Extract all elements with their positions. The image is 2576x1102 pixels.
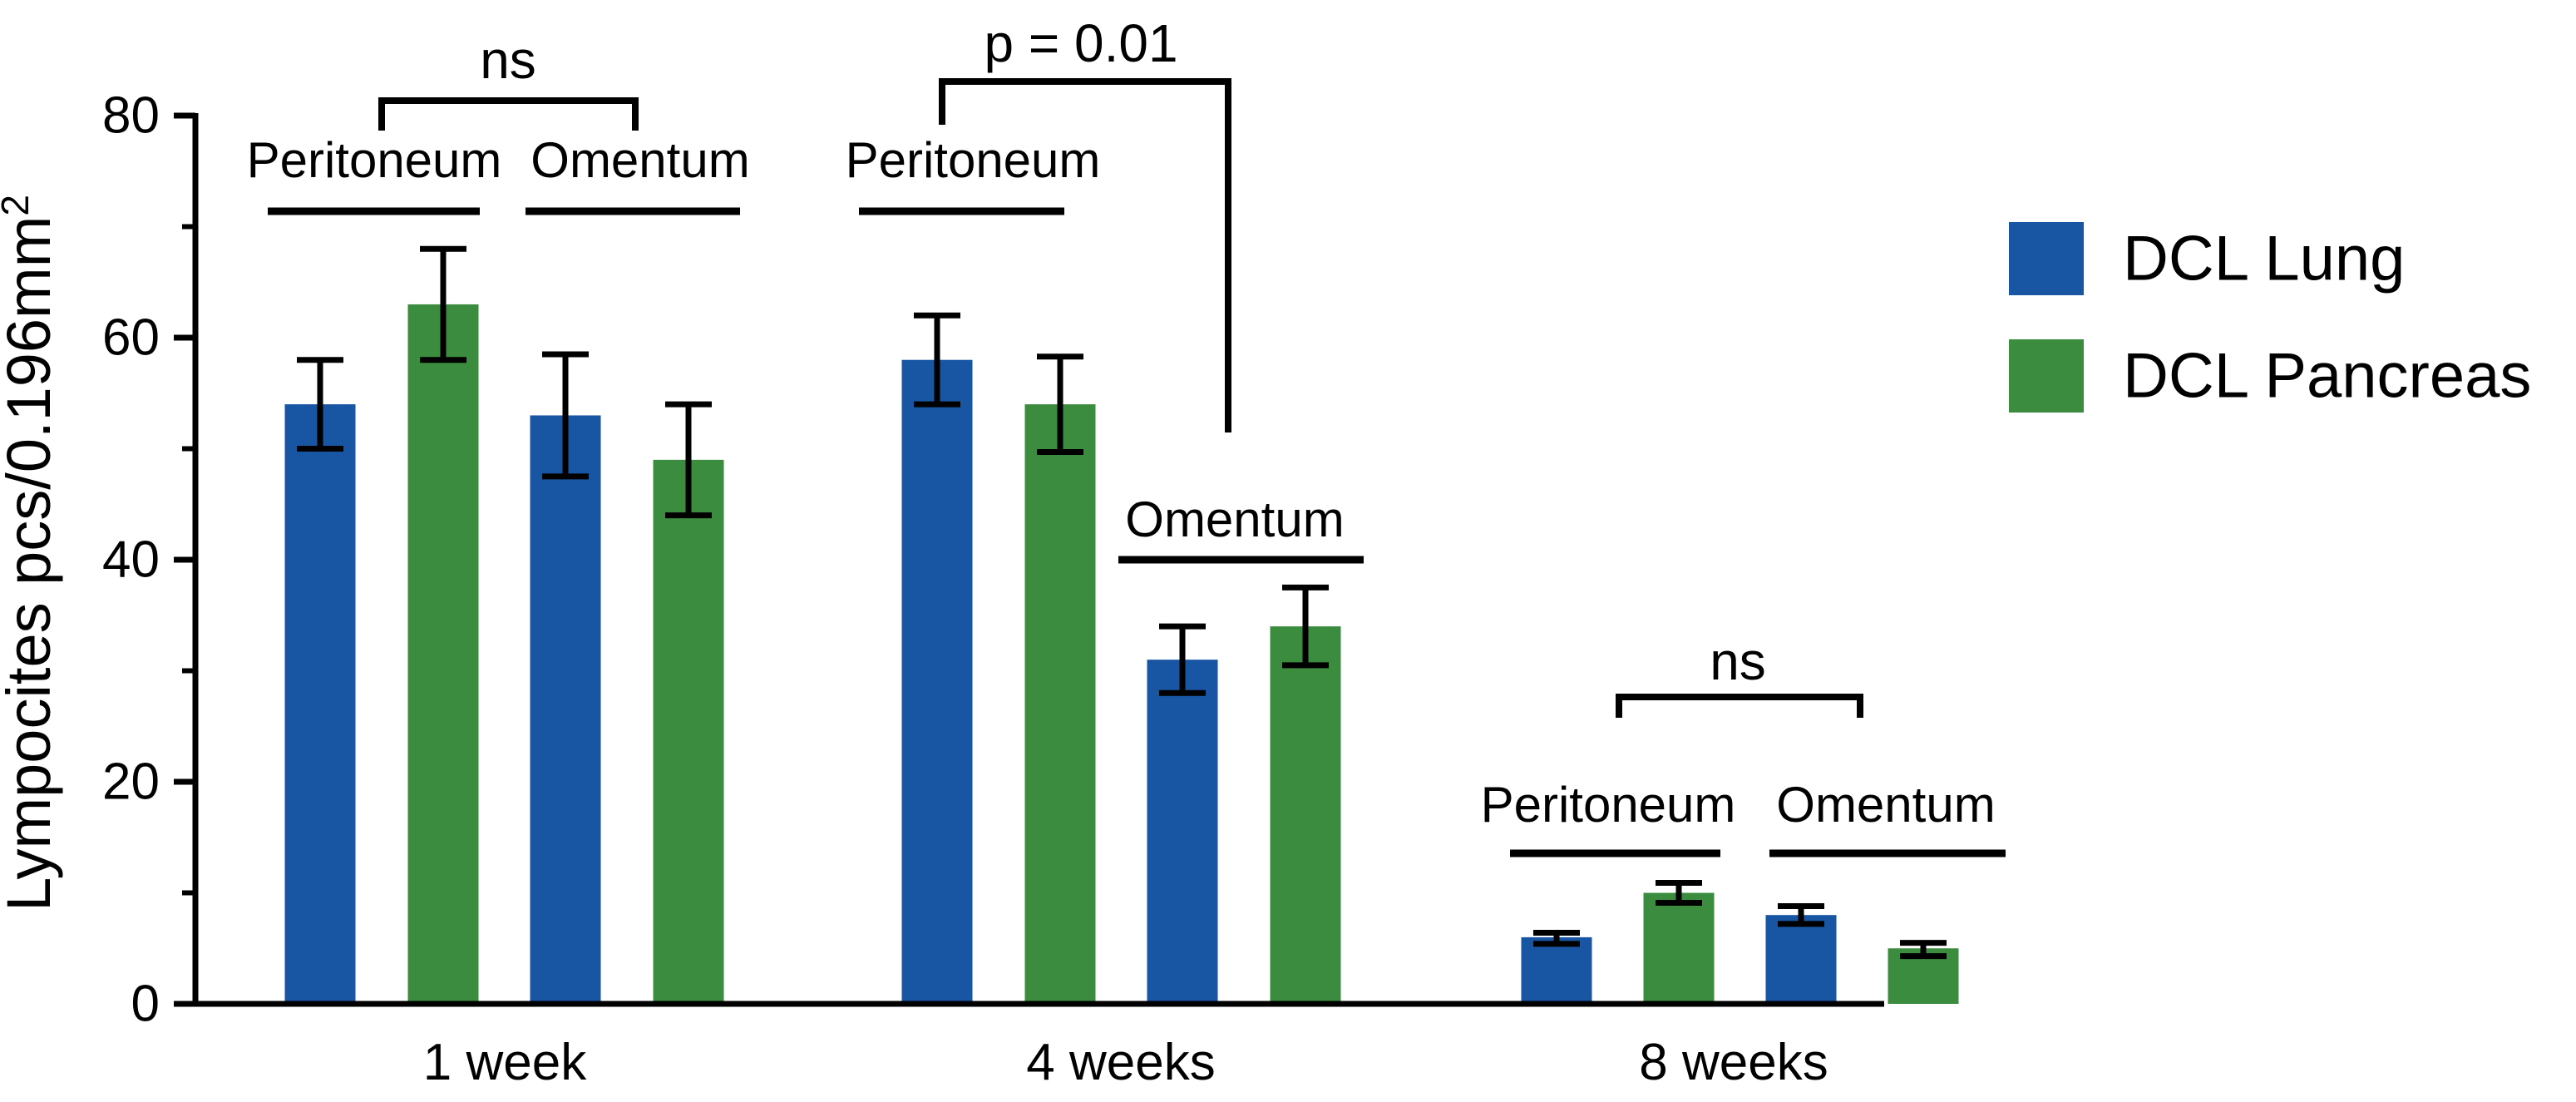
bar--dcl-lung <box>1765 915 1837 1004</box>
bars-layer <box>284 304 1959 1005</box>
section-label: Omentum <box>530 132 749 188</box>
bar--dcl-pancreas <box>1643 892 1715 1004</box>
significance-label: p = 0.01 <box>984 13 1177 73</box>
section-label: Peritoneum <box>247 132 502 188</box>
significance-bracket <box>1616 694 1863 718</box>
y-axis-title-superscript: 2 <box>0 195 37 216</box>
x-category-label: 1 week <box>423 1034 587 1091</box>
section-label: Peritoneum <box>846 132 1101 188</box>
x-category-label: 8 weeks <box>1639 1034 1828 1091</box>
error-bars-layer <box>297 245 1947 960</box>
section-label: Omentum <box>1125 492 1344 547</box>
bar--dcl-lung <box>530 415 601 1004</box>
axes-layer <box>174 112 1884 1007</box>
y-tick-label: 80 <box>102 87 160 145</box>
bar--dcl-pancreas <box>1024 404 1096 1005</box>
bar--dcl-lung <box>901 359 973 1004</box>
significance-bracket <box>939 78 1231 432</box>
y-axis-title: Lympocites pcs/0.196mm2 <box>0 195 63 912</box>
y-tick-label: 60 <box>102 309 160 367</box>
bar--dcl-pancreas <box>1270 626 1341 1004</box>
significance-label: ns <box>1710 631 1766 691</box>
significance-layer: ns p = 0.01 ns <box>378 13 1863 718</box>
bar--dcl-lung <box>1521 936 1592 1004</box>
significance-bracket <box>378 97 639 131</box>
labels-layer: 0 20 40 60 80 Lympocites pcs/0.196mm2 1 week 4 … <box>0 87 2006 1091</box>
legend-swatch--dcl-lung <box>2009 222 2084 295</box>
bar--dcl-lung <box>284 404 356 1005</box>
section-label: Peritoneum <box>1481 777 1736 833</box>
bar--dcl-pancreas <box>653 459 724 1004</box>
legend-label: DCL Lung <box>2123 224 2405 294</box>
x-category-label: 4 weeks <box>1026 1034 1215 1091</box>
section-label: Omentum <box>1776 777 1995 833</box>
legend-label: DCL Pancreas <box>2123 341 2531 412</box>
y-tick-label: 20 <box>102 754 160 811</box>
bar--dcl-lung <box>1147 660 1218 1004</box>
y-tick-label: 0 <box>131 976 160 1033</box>
legend-swatch--dcl-pancreas <box>2009 339 2084 413</box>
legend-layer: DCL Lung DCL Pancreas <box>2009 222 2531 413</box>
bar--dcl-pancreas <box>407 304 479 1004</box>
significance-label: ns <box>480 30 536 90</box>
y-tick-label: 40 <box>102 531 160 589</box>
